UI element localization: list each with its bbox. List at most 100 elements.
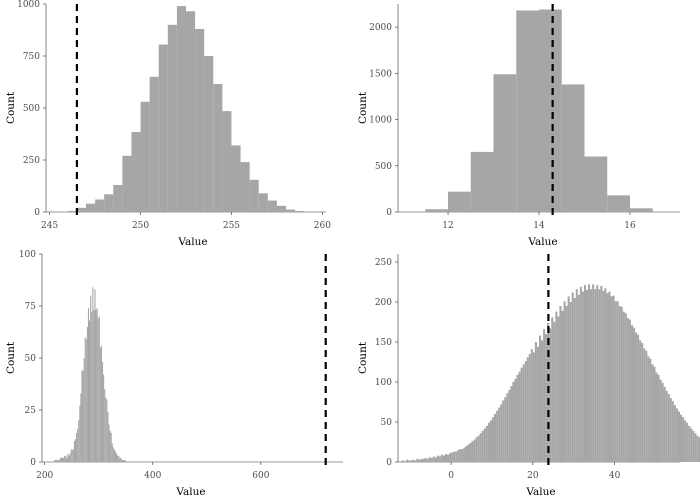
histogram-bar (414, 460, 417, 462)
y-axis-label: Count (5, 91, 17, 124)
histogram-bar (459, 449, 462, 462)
histogram-bar (67, 453, 69, 462)
y-tick-label: 75 (25, 302, 37, 312)
histogram-bar (588, 284, 591, 462)
histogram-bar (502, 400, 505, 462)
histogram-bar (295, 210, 305, 212)
x-tick-label: 0 (448, 471, 454, 481)
histogram-bar (579, 286, 582, 462)
histogram-bar (442, 455, 445, 462)
histogram-bar (149, 76, 159, 212)
histogram-bar (249, 179, 259, 212)
histogram-bar (600, 286, 603, 462)
histogram-bar (74, 439, 77, 462)
histogram-bar (76, 207, 86, 212)
histogram-bar (532, 352, 535, 462)
y-tick-label: 100 (375, 378, 392, 388)
histogram-bar (688, 426, 691, 462)
histogram-bar (539, 335, 542, 462)
histogram-bar (402, 460, 405, 462)
histogram-bar (612, 295, 615, 462)
histogram-bar (400, 461, 403, 462)
histogram-bar (489, 420, 492, 462)
histogram-bar (453, 451, 456, 462)
histogram-bar (100, 345, 102, 462)
histogram-bar (97, 318, 99, 462)
histogram-bar (541, 340, 544, 462)
histogram-bar (604, 288, 607, 462)
histogram-bar (516, 10, 539, 212)
histogram-bar (607, 195, 630, 212)
y-axis-label: Count (357, 91, 369, 124)
histogram-bar (408, 460, 411, 462)
histogram-bar (571, 292, 574, 462)
histogram-bar (95, 199, 105, 212)
histogram-bar (118, 455, 120, 462)
histogram-bar (485, 426, 488, 462)
histogram-bar (57, 459, 59, 462)
histogram-bar (516, 374, 519, 462)
x-tick-label: 20 (527, 471, 539, 481)
x-tick-label: 12 (442, 221, 453, 231)
histogram-bar (140, 101, 150, 212)
histogram-bar (276, 205, 286, 212)
histogram-bar (598, 289, 601, 462)
histogram-bar (72, 449, 74, 462)
histogram-bar (498, 407, 501, 462)
histogram-bar (559, 306, 562, 462)
histogram-bar (410, 460, 413, 462)
histogram-bar (56, 459, 58, 462)
histogram-bar (406, 459, 409, 462)
histogram-bar (514, 378, 517, 462)
histogram-bar (79, 405, 81, 462)
x-tick-label: 600 (252, 471, 269, 481)
histogram-bar (67, 210, 77, 212)
histogram-bar (690, 428, 693, 462)
histogram-bar (121, 459, 123, 462)
histogram-bar (475, 437, 478, 462)
y-tick-label: 1000 (369, 116, 392, 126)
histogram-bar (655, 372, 658, 462)
histogram-bar (602, 290, 605, 462)
histogram-bar (637, 334, 640, 462)
histogram-bar (106, 399, 108, 462)
histogram-bar (93, 310, 95, 462)
histogram-bar (84, 337, 86, 462)
histogram-bar (77, 428, 79, 462)
histogram-bar (610, 296, 613, 462)
histogram-panel-top-right: Value Count 0 500 1000 1500 2000 12 14 16 (357, 4, 680, 248)
histogram-bar (569, 302, 572, 462)
histogram-bar (630, 325, 633, 462)
histogram-bar (449, 453, 452, 462)
histogram-bar (577, 294, 580, 462)
histogram-bar (117, 455, 119, 462)
histogram-bar (96, 308, 98, 462)
histogram-bar (471, 441, 474, 462)
histogram-bar (110, 432, 112, 462)
y-tick-label: 750 (23, 52, 40, 62)
y-tick-label: 150 (375, 338, 392, 348)
x-tick-label: 250 (132, 221, 149, 231)
histogram-bar (555, 311, 558, 462)
y-tick-label: 0 (30, 458, 36, 468)
histogram-bar (667, 394, 670, 462)
histogram-bar (68, 455, 70, 462)
histogram-bar (586, 290, 589, 462)
histogram-bar (69, 453, 71, 462)
histogram-bar (99, 347, 101, 462)
histogram-bar (481, 430, 484, 462)
histogram-bar (89, 320, 91, 462)
histogram-bar (522, 364, 525, 462)
histogram-bar (80, 393, 82, 462)
histogram-bar (573, 298, 576, 462)
histogram-bar (657, 374, 660, 462)
y-tick-label: 0 (386, 208, 392, 218)
histogram-bar (549, 328, 552, 462)
histogram-bar (647, 356, 650, 462)
histogram-bar (119, 457, 121, 462)
histogram-bar (592, 284, 595, 462)
histogram-bar (524, 361, 527, 462)
histogram-bar (565, 306, 568, 462)
histogram-bar (104, 194, 114, 212)
histogram-bar (470, 151, 494, 212)
